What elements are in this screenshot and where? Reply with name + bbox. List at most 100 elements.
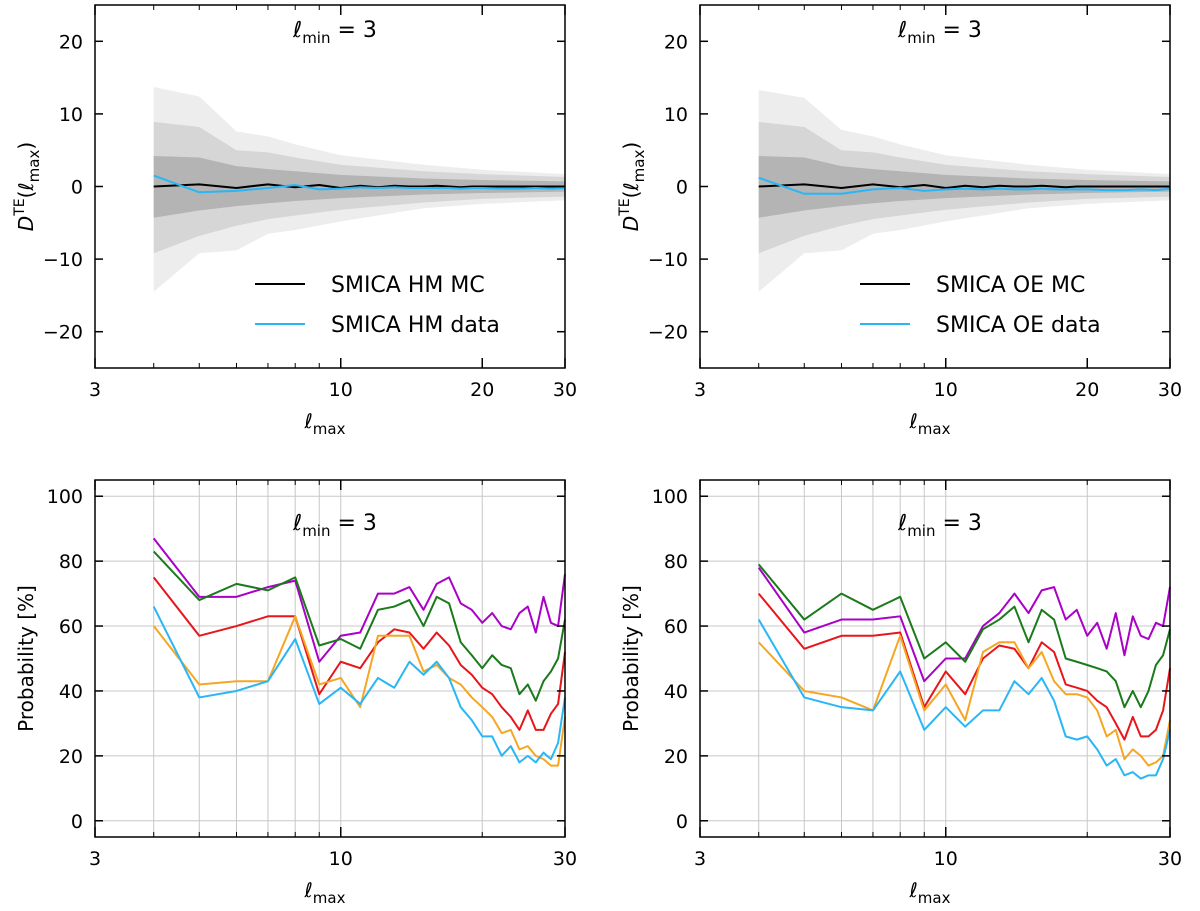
y-axis-label-close: ) (14, 142, 38, 150)
annotation-lmin: ℓmin = 3 (897, 511, 982, 540)
annotation-rest: = 3 (330, 511, 376, 536)
x-tick-label: 30 (1158, 379, 1182, 401)
y-axis-label-base: D (14, 216, 38, 231)
legend-label: SMICA HM MC (331, 273, 485, 298)
x-axis-label-base: ℓ (909, 409, 918, 433)
y-tick-label: 0 (71, 811, 83, 833)
y-tick-label: 40 (59, 681, 83, 703)
x-axis-label: ℓmax (909, 878, 951, 907)
x-tick-label: 10 (934, 379, 958, 401)
x-tick-label: 30 (1158, 848, 1182, 870)
legend-label: SMICA OE MC (936, 273, 1085, 298)
x-axis-label-base: ℓ (909, 878, 918, 902)
y-tick-label: 20 (59, 31, 83, 53)
y-tick-label: 0 (676, 177, 688, 199)
series-line-magenta (152, 537, 566, 663)
y-tick-label: 60 (59, 616, 83, 638)
series-line-green (757, 563, 1171, 709)
x-axis-label: ℓmax (304, 878, 346, 907)
plot-frame (94, 479, 566, 838)
annotation-base: ℓ (897, 18, 907, 43)
series-line-green (152, 550, 566, 702)
y-axis-label-sup: TE (12, 198, 28, 216)
x-axis-label-sub: max (313, 420, 346, 438)
x-axis-label-base: ℓ (304, 409, 313, 433)
y-tick-label: 80 (664, 551, 688, 573)
annotation-rest: = 3 (935, 18, 981, 43)
annotation-rest: = 3 (330, 18, 376, 43)
y-tick-label: 60 (664, 616, 688, 638)
annotation-sub: min (302, 29, 330, 47)
y-tick-label: 20 (664, 31, 688, 53)
annotation-rest: = 3 (935, 511, 981, 536)
x-tick-label: 30 (553, 379, 577, 401)
x-tick-label: 3 (89, 848, 101, 870)
x-tick-label: 10 (329, 379, 353, 401)
series-line-smica-oe-mc (758, 183, 1170, 189)
annotation-base: ℓ (897, 511, 907, 536)
series-line-red (152, 576, 566, 731)
annotation-base: ℓ (292, 511, 302, 536)
x-tick-label: 20 (470, 379, 494, 401)
series-line-cyan (152, 606, 566, 764)
y-tick-label: 80 (59, 551, 83, 573)
annotation-lmin: ℓmin = 3 (292, 18, 377, 47)
annotation-sub: min (302, 522, 330, 540)
y-axis-label: Probability [%] (14, 585, 38, 732)
x-axis-label-sub: max (918, 889, 951, 907)
y-axis-label-rest: (ℓ (14, 182, 38, 198)
y-tick-label: −20 (43, 322, 83, 344)
plot-frame (699, 479, 1171, 838)
series-line-cyan (757, 619, 1171, 780)
y-tick-label: −10 (43, 249, 83, 271)
annotation-lmin: ℓmin = 3 (292, 511, 377, 540)
series-line-orange (757, 634, 1171, 767)
y-tick-label: 100 (652, 486, 688, 508)
legend-label: SMICA OE data (936, 313, 1101, 338)
y-axis-label-sub: max (630, 150, 648, 183)
y-axis-label: Probability [%] (619, 585, 643, 732)
y-axis-label-base: D (619, 216, 643, 231)
y-tick-label: 40 (664, 681, 688, 703)
x-axis-label: ℓmax (909, 409, 951, 438)
x-tick-label: 10 (329, 848, 353, 870)
y-tick-label: 0 (71, 177, 83, 199)
y-axis-label-base: Probability [%] (619, 585, 643, 732)
annotation-base: ℓ (292, 18, 302, 43)
x-tick-label: 20 (1075, 379, 1099, 401)
y-axis-label-sub: max (25, 150, 43, 183)
y-tick-label: 100 (47, 486, 83, 508)
x-tick-label: 3 (694, 848, 706, 870)
y-axis-label: DTE(ℓmax) (12, 142, 43, 231)
series-line-smica-hm-data (153, 174, 566, 194)
y-axis-label-close: ) (619, 142, 643, 150)
y-axis-label: DTE(ℓmax) (617, 142, 648, 231)
y-tick-label: 20 (664, 746, 688, 768)
annotation-sub: min (907, 522, 935, 540)
x-tick-label: 10 (934, 848, 958, 870)
series-line-smica-oe-data (758, 176, 1171, 195)
y-axis-label-sup: TE (617, 198, 633, 216)
annotation-lmin: ℓmin = 3 (897, 18, 982, 47)
x-tick-label: 3 (694, 379, 706, 401)
y-tick-label: 0 (676, 811, 688, 833)
series-line-magenta (757, 567, 1171, 683)
y-axis-label-base: Probability [%] (14, 585, 38, 732)
y-tick-label: −10 (648, 249, 688, 271)
legend-label: SMICA HM data (331, 313, 500, 338)
y-tick-label: 20 (59, 746, 83, 768)
annotation-sub: min (907, 29, 935, 47)
x-axis-label: ℓmax (304, 409, 346, 438)
y-tick-label: 10 (59, 104, 83, 126)
x-tick-label: 3 (89, 379, 101, 401)
x-axis-label-base: ℓ (304, 878, 313, 902)
y-tick-label: 10 (664, 104, 688, 126)
y-tick-label: −20 (648, 322, 688, 344)
y-axis-label-rest: (ℓ (619, 182, 643, 198)
x-tick-label: 30 (553, 848, 577, 870)
